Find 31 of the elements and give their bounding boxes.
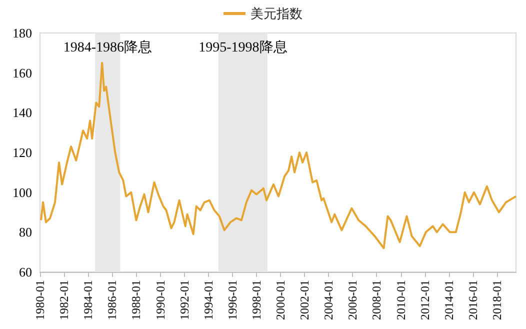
y-tick-label: 180	[12, 26, 32, 40]
x-tick-label: 1998-01	[249, 280, 264, 320]
x-tick-label: 1996-01	[225, 280, 240, 320]
x-tick-label: 2006-01	[346, 280, 360, 320]
x-tick-label: 1992-01	[177, 280, 192, 320]
legend-label: 美元指数	[250, 6, 302, 21]
x-tick-label: 2010-01	[394, 280, 408, 320]
x-tick-label: 1980-01	[33, 280, 47, 320]
x-tick-label: 2004-01	[322, 280, 336, 320]
x-tick-label: 2018-01	[490, 280, 504, 320]
x-tick-label: 2012-01	[418, 280, 432, 320]
x-tick-label: 1990-01	[153, 280, 168, 320]
x-tick-label: 2008-01	[370, 280, 384, 320]
x-tick-label: 1982-01	[57, 280, 72, 320]
x-tick-label: 1994-01	[201, 280, 216, 320]
y-tick-label: 140	[12, 105, 32, 120]
x-tick-label: 2000-01	[274, 280, 288, 320]
line-series	[40, 62, 517, 250]
x-tick-label: 2016-01	[466, 280, 480, 320]
x-tick-label: 2002-01	[298, 280, 312, 320]
y-tick-label: 60	[19, 264, 32, 280]
y-tick-label: 80	[19, 224, 32, 240]
y-tick-label: 120	[12, 145, 32, 160]
x-tick-label: 1986-01	[105, 280, 120, 320]
y-tick-label: 160	[12, 65, 32, 80]
x-tick-label: 1984-01	[81, 280, 96, 320]
band-label: 1984-1986降息	[63, 40, 152, 56]
x-tick-label: 2014-01	[442, 280, 456, 320]
y-tick-label: 100	[12, 184, 32, 200]
x-tick-label: 1988-01	[129, 280, 144, 320]
band-label: 1995-1998降息	[198, 40, 288, 56]
